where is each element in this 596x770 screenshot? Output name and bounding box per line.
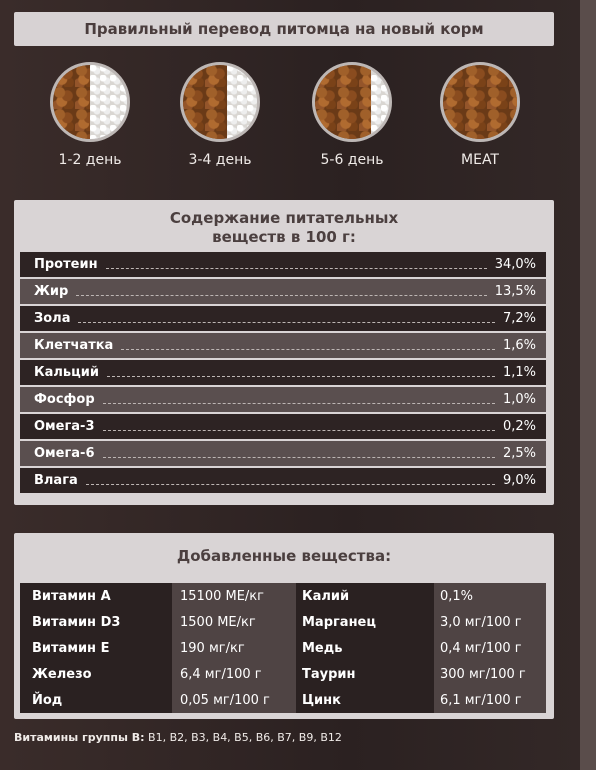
nutrient-name: Кальций — [34, 365, 99, 380]
nutrient-value: 1,0% — [502, 392, 536, 407]
nutrient-value: 9,0% — [502, 473, 536, 488]
old-food-portion — [227, 65, 257, 139]
step-label: 1-2 день — [58, 152, 122, 168]
nutrient-value: 13,5% — [494, 284, 536, 299]
food-bowl-image — [312, 62, 392, 142]
page-title: Правильный перевод питомца на новый корм — [84, 20, 484, 38]
nutrient-row: Влага 9,0% — [20, 468, 546, 493]
nutrients-title-line: Содержание питательных — [169, 209, 399, 227]
nutrient-row: Клетчатка 1,6% — [20, 333, 546, 358]
transition-step: 5-6 день — [292, 62, 412, 168]
nutrient-row: Кальций 1,1% — [20, 360, 546, 385]
additive-value: 0,1% — [434, 583, 546, 609]
additives-title: Добавленные вещества: — [176, 547, 392, 565]
kibble-portion — [183, 65, 228, 139]
right-edge-strip — [580, 0, 596, 770]
additive-value: 6,4 мг/100 г — [172, 661, 296, 687]
footnote-value: В1, В2, В3, В4, В5, В6, В7, В9, В12 — [144, 731, 342, 744]
additives-panel: Добавленные вещества: Витамин А 15100 МЕ… — [14, 533, 554, 719]
food-bowl-image — [50, 62, 130, 142]
nutrient-value: 7,2% — [502, 311, 536, 326]
transition-schedule: 1-2 день 3-4 день 5-6 день MEAT — [0, 62, 580, 172]
page: Правильный перевод питомца на новый корм… — [0, 0, 580, 770]
kibble-portion — [315, 65, 371, 139]
additive-value: 15100 МЕ/кг — [172, 583, 296, 609]
nutrients-title: Содержание питательных веществ в 100 г: — [14, 200, 554, 255]
additive-value: 1500 МЕ/кг — [172, 609, 296, 635]
kibble-portion — [443, 65, 517, 139]
nutrient-name: Зола — [34, 311, 71, 326]
nutrient-row: Зола 7,2% — [20, 306, 546, 331]
food-bowl-image — [440, 62, 520, 142]
leader-dots — [78, 314, 495, 323]
additive-name: Марганец — [296, 609, 434, 635]
nutrient-name: Влага — [34, 473, 78, 488]
additive-value: 190 мг/кг — [172, 635, 296, 661]
transition-step: 3-4 день — [160, 62, 280, 168]
additive-value: 0,4 мг/100 г — [434, 635, 546, 661]
step-label: 3-4 день — [188, 152, 252, 168]
nutrient-value: 0,2% — [502, 419, 536, 434]
leader-dots — [102, 422, 495, 431]
old-food-portion — [90, 65, 127, 139]
additive-name: Медь — [296, 635, 434, 661]
nutrients-table: Протеин 34,0% Жир 13,5% Зола 7,2% Клетчатка… — [20, 252, 546, 495]
leader-dots — [121, 341, 495, 350]
leader-dots — [102, 449, 495, 458]
additive-row: Витамин А 15100 МЕ/кг Калий 0,1% — [20, 583, 546, 609]
page-title-banner: Правильный перевод питомца на новый корм — [14, 12, 554, 46]
nutrient-row: Жир 13,5% — [20, 279, 546, 304]
footnote-label: Витамины группы В: — [14, 731, 145, 744]
step-label: MEAT — [461, 152, 499, 168]
old-food-portion — [370, 65, 389, 139]
nutrients-title-line: веществ в 100 г: — [212, 228, 356, 246]
nutrient-row: Протеин 34,0% — [20, 252, 546, 277]
additive-name: Витамин А — [20, 583, 172, 609]
additive-row: Витамин D3 1500 МЕ/кг Марганец 3,0 мг/10… — [20, 609, 546, 635]
nutrient-value: 1,6% — [502, 338, 536, 353]
additive-value: 3,0 мг/100 г — [434, 609, 546, 635]
nutrient-value: 2,5% — [502, 446, 536, 461]
additive-name: Витамин Е — [20, 635, 172, 661]
nutrient-value: 1,1% — [502, 365, 536, 380]
additive-name: Таурин — [296, 661, 434, 687]
additive-row: Йод 0,05 мг/100 г Цинк 6,1 мг/100 г — [20, 687, 546, 713]
leader-dots — [105, 260, 487, 269]
nutrient-name: Протеин — [34, 257, 98, 272]
additives-table: Витамин А 15100 МЕ/кг Калий 0,1% Витамин… — [20, 583, 546, 713]
nutrient-value: 34,0% — [494, 257, 536, 272]
food-bowl-image — [180, 62, 260, 142]
nutrient-name: Омега-3 — [34, 419, 95, 434]
nutrient-row: Омега-3 0,2% — [20, 414, 546, 439]
nutrient-name: Жир — [34, 284, 69, 299]
leader-dots — [85, 476, 495, 485]
leader-dots — [102, 395, 495, 404]
transition-step: MEAT — [420, 62, 540, 168]
b-vitamins-footnote: Витамины группы В: В1, В2, В3, В4, В5, В… — [14, 731, 342, 744]
additive-name: Железо — [20, 661, 172, 687]
additive-row: Железо 6,4 мг/100 г Таурин 300 мг/100 г — [20, 661, 546, 687]
step-label: 5-6 день — [320, 152, 384, 168]
additive-value: 0,05 мг/100 г — [172, 687, 296, 713]
nutrient-name: Фосфор — [34, 392, 95, 407]
additive-value: 6,1 мг/100 г — [434, 687, 546, 713]
additive-name: Йод — [20, 687, 172, 713]
additive-row: Витамин Е 190 мг/кг Медь 0,4 мг/100 г — [20, 635, 546, 661]
nutrient-name: Клетчатка — [34, 338, 114, 353]
nutrients-panel: Содержание питательных веществ в 100 г: … — [14, 200, 554, 505]
transition-step: 1-2 день — [30, 62, 150, 168]
additive-name: Витамин D3 — [20, 609, 172, 635]
leader-dots — [76, 287, 487, 296]
additive-value: 300 мг/100 г — [434, 661, 546, 687]
leader-dots — [107, 368, 495, 377]
nutrient-row: Фосфор 1,0% — [20, 387, 546, 412]
additive-name: Цинк — [296, 687, 434, 713]
additive-name: Калий — [296, 583, 434, 609]
nutrient-row: Омега-6 2,5% — [20, 441, 546, 466]
kibble-portion — [53, 65, 90, 139]
nutrient-name: Омега-6 — [34, 446, 95, 461]
